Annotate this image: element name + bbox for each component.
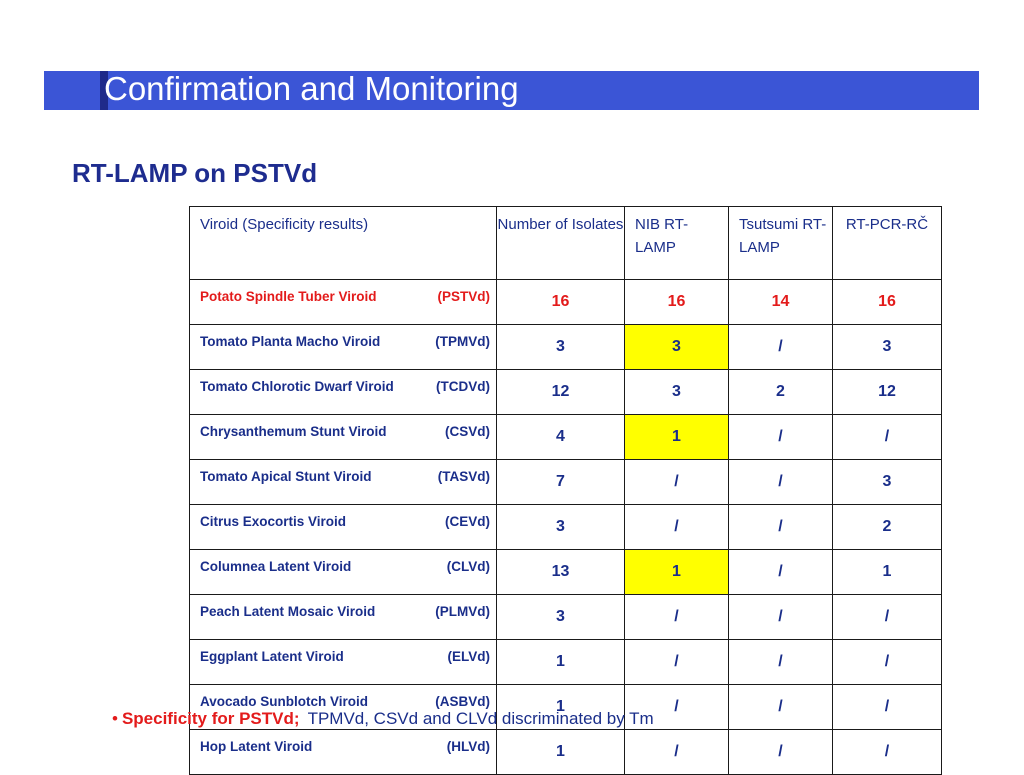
viroid-name-cell: (ELVd) Eggplant Latent Viroid bbox=[189, 639, 497, 685]
rtpcr-cell: / bbox=[832, 684, 942, 730]
viroid-abbr: (TPMVd) bbox=[435, 334, 490, 349]
tsutsumi-cell: / bbox=[728, 639, 833, 685]
tsutsumi-cell: / bbox=[728, 324, 833, 370]
table-row: (CSVd) Chrysanthemum Stunt Viroid 4 1// bbox=[189, 414, 942, 460]
isolates-cell: 4 bbox=[496, 414, 625, 460]
isolates-cell: 13 bbox=[496, 549, 625, 595]
viroid-abbr: (PLMVd) bbox=[435, 604, 490, 619]
rtpcr-cell: / bbox=[832, 639, 942, 685]
isolates-cell: 1 bbox=[496, 684, 625, 730]
viroid-name-cell: (ASBVd) Avocado Sunblotch Viroid bbox=[189, 684, 497, 730]
isolates-cell: 3 bbox=[496, 324, 625, 370]
rtpcr-cell: / bbox=[832, 594, 942, 640]
viroid-name-cell: (CLVd) Columnea Latent Viroid bbox=[189, 549, 497, 595]
nib-cell: 1 bbox=[624, 549, 729, 595]
viroid-abbr: (CLVd) bbox=[446, 559, 490, 574]
slide-subtitle: RT-LAMP on PSTVd bbox=[72, 158, 318, 188]
header-tsutsumi-rt-lamp: Tsutsumi RT-LAMP bbox=[728, 206, 833, 280]
table-row: (ASBVd) Avocado Sunblotch Viroid 1// / bbox=[189, 684, 942, 730]
isolates-cell: 1 bbox=[496, 639, 625, 685]
viroid-name-cell: (PSTVd) Potato Spindle Tuber Viroid bbox=[189, 279, 497, 325]
viroid-name: Tomato Planta Macho Viroid bbox=[200, 334, 381, 349]
viroid-name: Columnea Latent Viroid bbox=[200, 559, 352, 574]
viroid-name: Hop Latent Viroid bbox=[200, 739, 313, 754]
nib-cell: 3 bbox=[624, 324, 729, 370]
viroid-abbr: (CEVd) bbox=[445, 514, 490, 529]
viroid-name-cell: (TCDVd) Tomato Chlorotic Dwarf Viroid bbox=[189, 369, 497, 415]
rtpcr-cell: / bbox=[832, 414, 942, 460]
bullet-icon: • bbox=[112, 709, 118, 728]
viroid-name: Chrysanthemum Stunt Viroid bbox=[200, 424, 387, 439]
tsutsumi-cell: / bbox=[728, 684, 833, 730]
specificity-note: • Specificity for PSTVd; TPMVd, CSVd and C… bbox=[112, 709, 654, 729]
note-label: Specificity for PSTVd bbox=[121, 709, 294, 728]
viroid-name: Tomato Chlorotic Dwarf Viroid bbox=[200, 379, 394, 394]
rtpcr-cell: 1 bbox=[832, 549, 942, 595]
rtpcr-cell: 2 bbox=[832, 504, 942, 550]
title-accent bbox=[100, 71, 108, 110]
viroid-name-cell: (TPMVd) Tomato Planta Macho Viroid bbox=[189, 324, 497, 370]
viroid-abbr: (ASBVd) bbox=[435, 694, 490, 709]
viroid-name: Potato Spindle Tuber Viroid bbox=[200, 289, 377, 304]
header-nib-rt-lamp: NIB RT-LAMP bbox=[624, 206, 729, 280]
viroid-abbr: (HLVd) bbox=[446, 739, 490, 754]
table-row: (TPMVd) Tomato Planta Macho Viroid 3 3/3 bbox=[189, 324, 942, 370]
tsutsumi-cell: 14 bbox=[728, 279, 833, 325]
viroid-name: Citrus Exocortis Viroid bbox=[200, 514, 347, 529]
isolates-cell: 16 bbox=[496, 279, 625, 325]
table-row: (TASVd) Tomato Apical Stunt Viroid 7//3 bbox=[189, 459, 942, 505]
viroid-abbr: (PSTVd) bbox=[437, 289, 491, 304]
tsutsumi-cell: / bbox=[728, 549, 833, 595]
nib-cell: 16 bbox=[624, 279, 729, 325]
header-viroid: Viroid (Specificity results) bbox=[189, 206, 497, 280]
isolates-cell: 12 bbox=[496, 369, 625, 415]
viroid-abbr: (TASVd) bbox=[437, 469, 490, 484]
rtpcr-cell: 3 bbox=[832, 459, 942, 505]
nib-cell: / bbox=[624, 504, 729, 550]
title-bar bbox=[44, 71, 979, 110]
nib-cell: / bbox=[624, 729, 729, 775]
viroid-abbr: (ELVd) bbox=[447, 649, 491, 664]
isolates-cell: 3 bbox=[496, 504, 625, 550]
table-row: (PSTVd) Potato Spindle Tuber Viroid 16 16 14… bbox=[189, 279, 942, 325]
table-row: (CLVd) Columnea Latent Viroid 13 1/1 bbox=[189, 549, 942, 595]
viroid-abbr: (CSVd) bbox=[445, 424, 490, 439]
table-row: (CEVd) Citrus Exocortis Viroid 3//2 bbox=[189, 504, 942, 550]
viroid-name: Eggplant Latent Viroid bbox=[200, 649, 344, 664]
viroid-name: Avocado Sunblotch Viroid bbox=[200, 694, 369, 709]
header-rt-pcr: RT-PCR-RČ bbox=[832, 206, 942, 280]
note-text: TPMVd, CSVd and CLVd discriminated by Tm bbox=[307, 709, 654, 728]
nib-cell: / bbox=[624, 459, 729, 505]
table-header-row: Viroid (Specificity results) Number of I… bbox=[189, 206, 942, 280]
rtpcr-cell: 3 bbox=[832, 324, 942, 370]
slide-title: Confirmation and Monitoring bbox=[104, 70, 519, 107]
tsutsumi-cell: / bbox=[728, 594, 833, 640]
table-row: (ELVd) Eggplant Latent Viroid 1// / bbox=[189, 639, 942, 685]
header-isolates: Number of Isolates bbox=[496, 206, 625, 280]
nib-cell: / bbox=[624, 594, 729, 640]
tsutsumi-cell: / bbox=[728, 414, 833, 460]
tsutsumi-cell: / bbox=[728, 504, 833, 550]
viroid-abbr: (TCDVd) bbox=[436, 379, 490, 394]
note-separator: ; bbox=[293, 709, 300, 728]
tsutsumi-cell: / bbox=[728, 459, 833, 505]
specificity-table: Viroid (Specificity results) Number of I… bbox=[189, 206, 942, 775]
viroid-name-cell: (PLMVd) Peach Latent Mosaic Viroid bbox=[189, 594, 497, 640]
table-row: (PLMVd) Peach Latent Mosaic Viroid 3// / bbox=[189, 594, 942, 640]
nib-cell: / bbox=[624, 639, 729, 685]
nib-cell: 3 bbox=[624, 369, 729, 415]
viroid-name: Peach Latent Mosaic Viroid bbox=[200, 604, 376, 619]
nib-cell: 1 bbox=[624, 414, 729, 460]
rtpcr-cell: 12 bbox=[832, 369, 942, 415]
isolates-cell: 3 bbox=[496, 594, 625, 640]
viroid-name: Tomato Apical Stunt Viroid bbox=[200, 469, 372, 484]
viroid-name-cell: (TASVd) Tomato Apical Stunt Viroid bbox=[189, 459, 497, 505]
rtpcr-cell: 16 bbox=[832, 279, 942, 325]
tsutsumi-cell: 2 bbox=[728, 369, 833, 415]
viroid-name-cell: (CEVd) Citrus Exocortis Viroid bbox=[189, 504, 497, 550]
table-row: (TCDVd) Tomato Chlorotic Dwarf Viroid 12 3 2… bbox=[189, 369, 942, 415]
isolates-cell: 7 bbox=[496, 459, 625, 505]
viroid-name-cell: (CSVd) Chrysanthemum Stunt Viroid bbox=[189, 414, 497, 460]
